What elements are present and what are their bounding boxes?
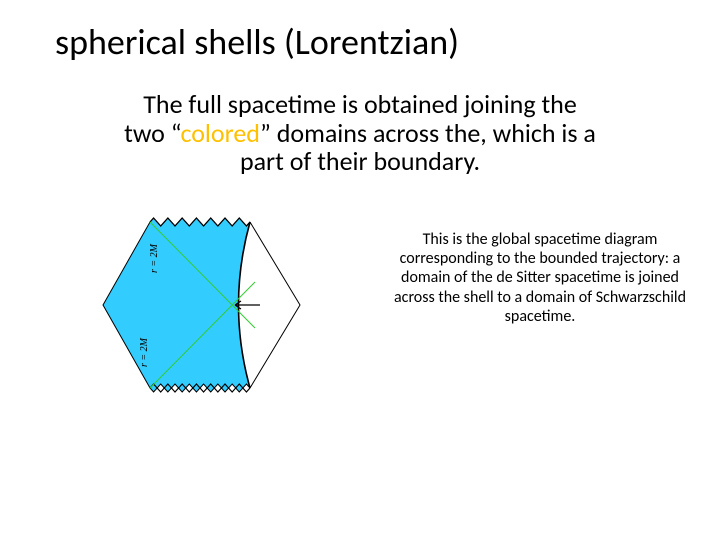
svg-text:r = 2M: r = 2M [149, 243, 160, 273]
subtitle-post: ” domains across the, which is a part of… [240, 117, 596, 178]
subtitle-colored-word: colored [180, 117, 260, 149]
slide-root: spherical shells (Lorentzian) The full s… [0, 0, 720, 540]
diagram-svg: r = 2M r = 2M [95, 210, 315, 400]
svg-text:r = 2M: r = 2M [139, 337, 150, 367]
side-description: This is the global spacetime diagram cor… [380, 230, 700, 326]
slide-subtitle: The full spacetime is obtained joining t… [120, 90, 600, 176]
slide-title: spherical shells (Lorentzian) [55, 20, 459, 64]
spacetime-diagram: r = 2M r = 2M [95, 210, 315, 400]
